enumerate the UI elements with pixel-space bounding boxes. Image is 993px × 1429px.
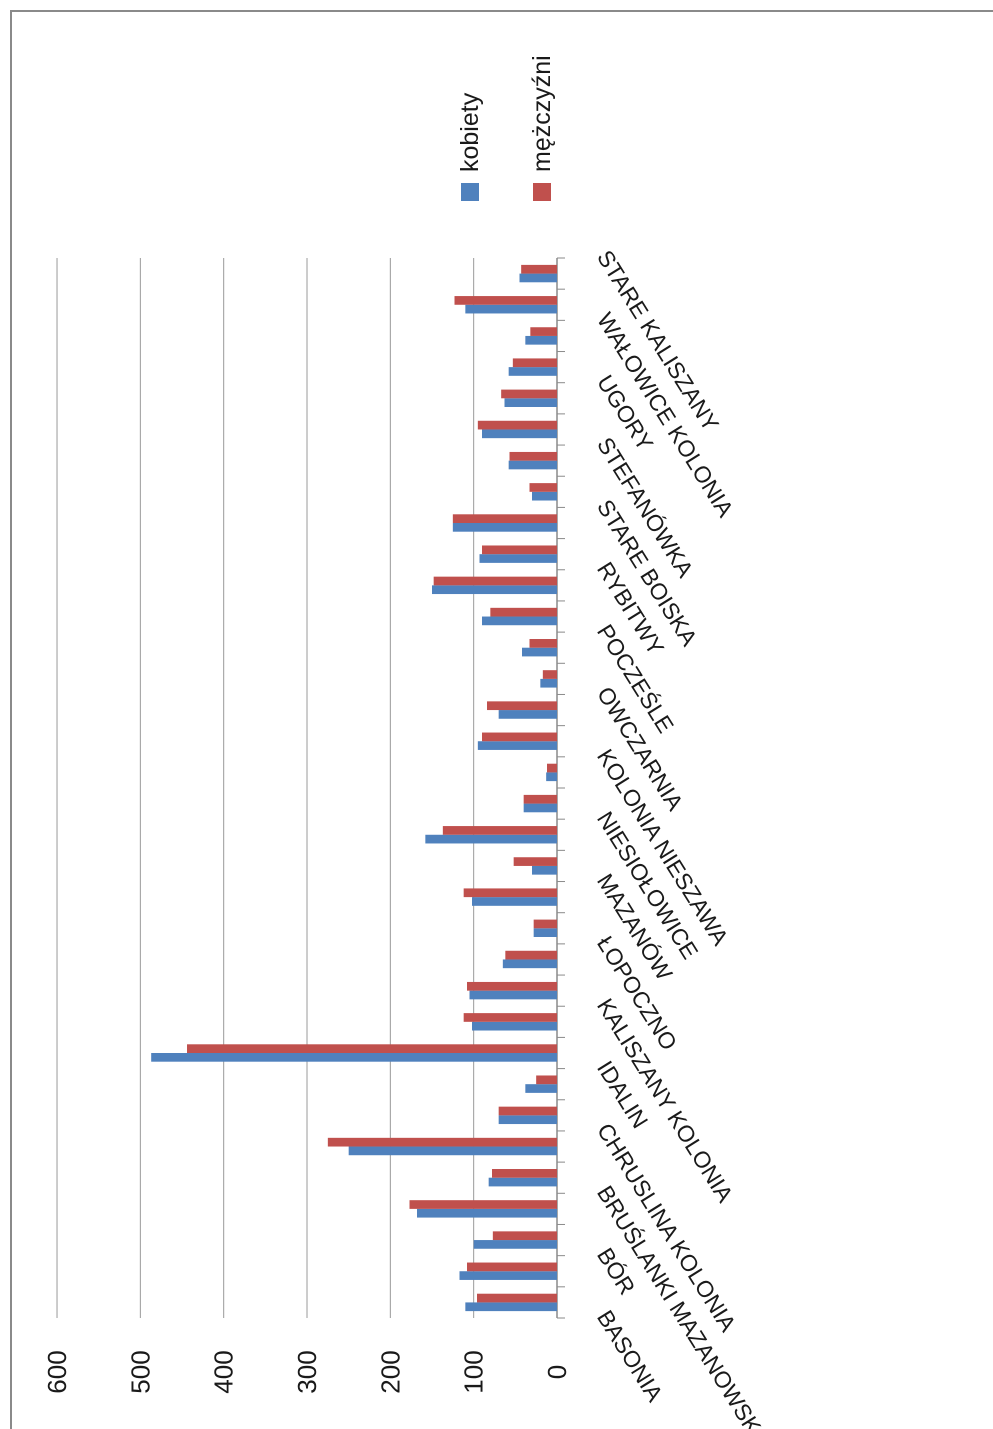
bar-kobiety [417,1208,557,1218]
bar-kobiety [151,1053,557,1062]
value-tick-label: 100 [459,1350,489,1393]
category-label: BRUŚLANKI MAZANOWSKIE [592,1180,779,1429]
value-axis: 0 100 200 300 400 500 600 [42,257,572,1394]
bar-kobiety [546,772,557,782]
bar-kobiety [540,678,557,688]
bar-mezczyzni [482,732,557,742]
bar-kobiety [498,1115,557,1125]
bar-mezczyzni [452,514,557,523]
bar-kobiety [465,304,557,314]
bar-mezczyzni [487,701,557,711]
value-tick-label: 400 [209,1350,239,1393]
category-label: BASONIA [592,1306,669,1407]
bar-kobiety [472,897,557,906]
bar-kobiety [523,803,557,813]
bar-kobiety [482,429,557,439]
bar-mezczyzni [536,1075,557,1085]
legend-label-mezczyzni: mężczyźni [528,55,556,172]
bar-kobiety [519,273,557,283]
legend: kobiety mężczyźni [456,55,556,201]
bars [151,264,557,1312]
bar-kobiety [479,554,557,563]
bar-mezczyzni [327,1137,557,1147]
bar-mezczyzni [533,919,557,929]
bar-mezczyzni [521,264,557,274]
bar-mezczyzni [529,483,557,492]
bar-kobiety [525,335,557,345]
bar-kobiety [532,491,557,501]
bar-mezczyzni [482,545,557,555]
bar-mezczyzni [529,639,557,648]
bar-mezczyzni [492,1169,557,1178]
value-tick-label: 500 [125,1350,155,1393]
bar-mezczyzni [187,1044,557,1053]
bar-mezczyzni [498,1106,557,1116]
bar-kobiety [508,460,557,470]
gridlines [56,258,475,1318]
bar-mezczyzni [505,950,557,960]
value-tick-label: 200 [375,1350,405,1393]
bar-kobiety [498,710,557,719]
bar-mezczyzni [523,794,557,804]
bar-mezczyzni [463,888,557,898]
bar-kobiety [432,585,557,595]
bar-mezczyzni [467,1262,557,1272]
bar-kobiety [452,523,557,532]
bar-mezczyzni [442,826,557,835]
bar-kobiety [504,398,557,407]
chart-frame [10,10,993,1429]
bar-mezczyzni [509,451,557,461]
bar-mezczyzni [477,420,557,430]
bar-mezczyzni [547,763,557,773]
bar-mezczyzni [454,296,557,305]
bar-mezczyzni [530,327,557,336]
bar-kobiety [472,1021,557,1031]
bar-mezczyzni [490,607,557,617]
bar-mezczyzni [501,389,557,399]
bar-kobiety [508,367,557,376]
bar-kobiety [477,741,557,750]
bar-kobiety [532,865,557,875]
bar-mezczyzni [513,857,557,866]
bar-kobiety [525,1084,557,1093]
legend-label-kobiety: kobiety [456,92,484,172]
bar-kobiety [502,959,557,969]
bar-kobiety [482,616,557,626]
bar-kobiety [488,1177,557,1187]
bar-mezczyzni [492,1231,557,1241]
bar-kobiety [469,990,557,1000]
legend-swatch-kobiety [461,183,479,201]
bar-kobiety [533,928,557,937]
bar-kobiety [522,647,557,657]
bar-kobiety [465,1302,557,1312]
bar-mezczyzni [409,1200,557,1209]
bar-mezczyzni [542,670,557,679]
bar-mezczyzni [477,1293,557,1303]
bar-kobiety [348,1146,557,1156]
bar-kobiety [425,834,557,844]
bar-kobiety [473,1240,557,1249]
bar-mezczyzni [467,981,557,991]
value-tick-label: 300 [292,1350,322,1393]
bar-mezczyzni [433,576,557,586]
bar-kobiety [459,1271,557,1280]
bar-mezczyzni [512,358,557,368]
bar-mezczyzni [463,1013,557,1022]
value-tick-label: 600 [42,1350,72,1393]
legend-swatch-mezczyzni [533,183,551,201]
value-tick-label: 0 [542,1365,572,1379]
